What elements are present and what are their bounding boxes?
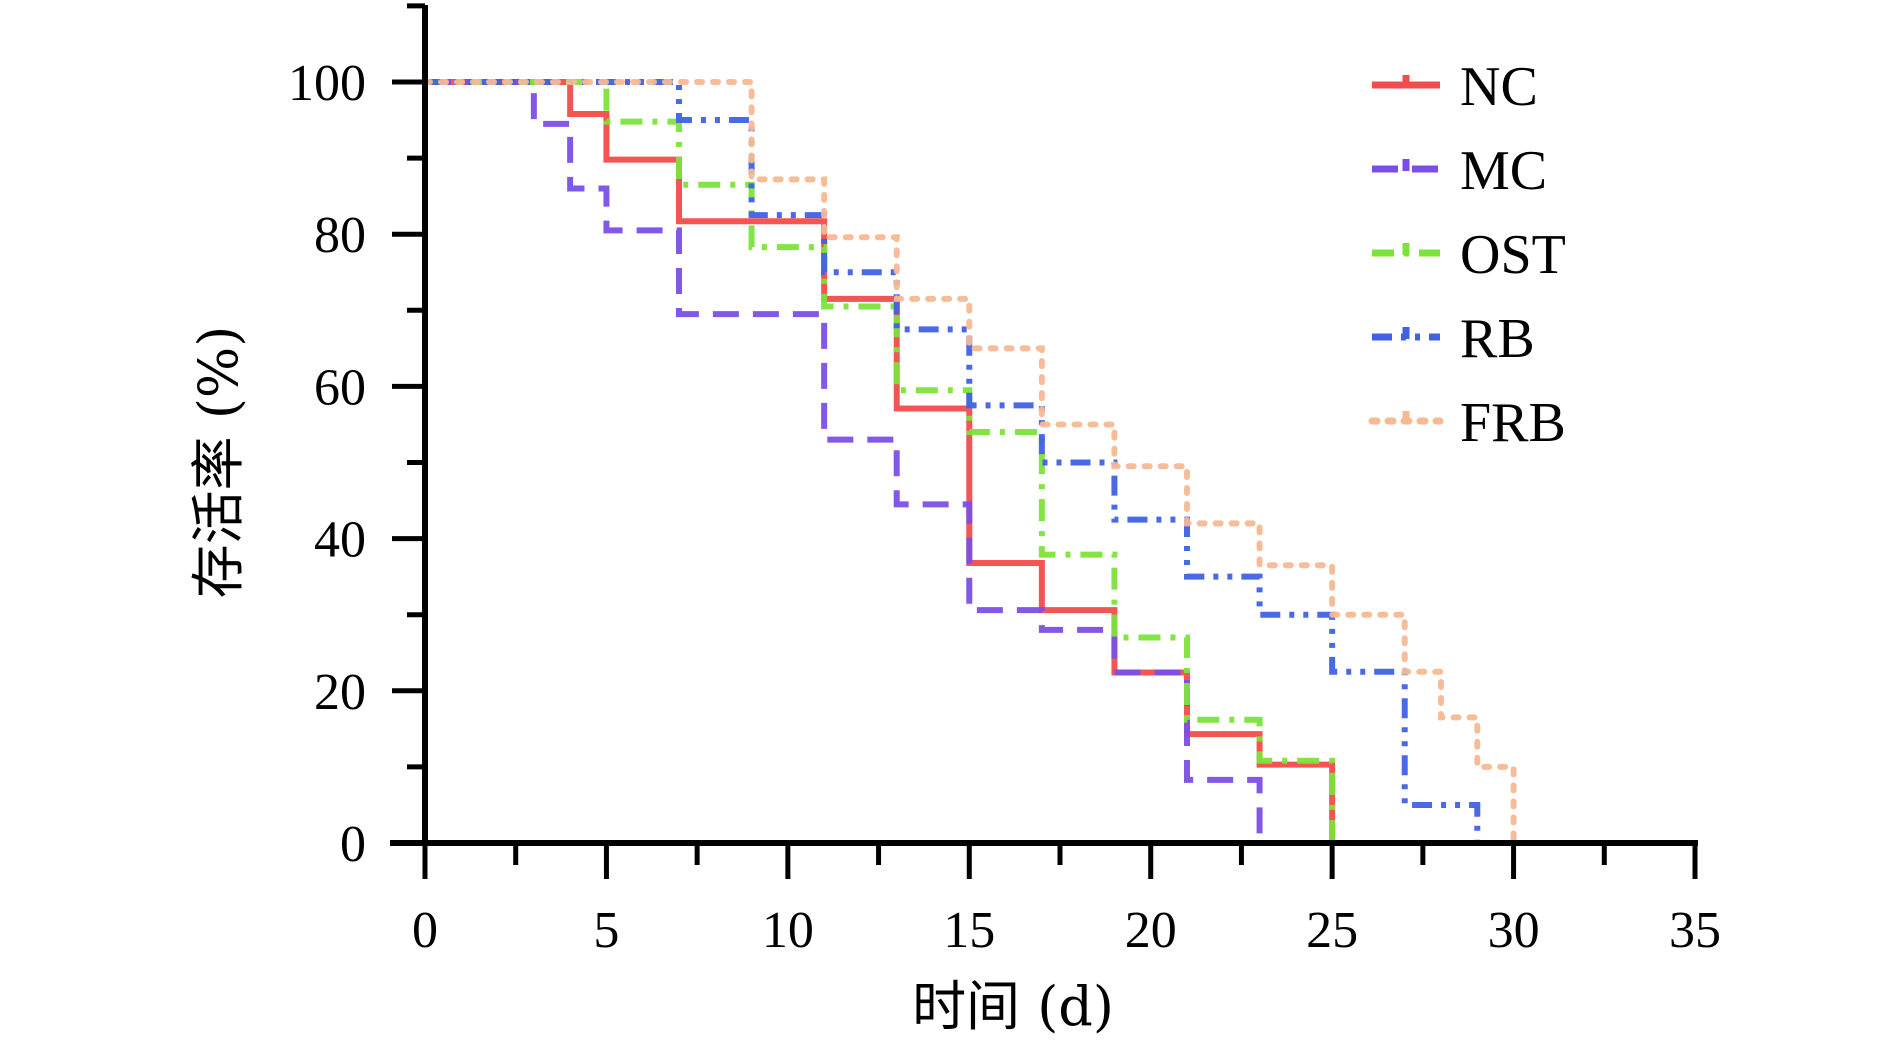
- legend-label-rb: RB: [1460, 308, 1535, 370]
- series-frb-line: [422, 79, 1517, 846]
- x-tick-label: 10: [762, 902, 814, 959]
- legend-item-nc: NC: [1372, 56, 1538, 118]
- legend: NC MC OST RB FRB: [1368, 56, 1566, 454]
- y-axis-title: 存活率 (%): [187, 326, 250, 599]
- legend-label-ost: OST: [1460, 224, 1566, 286]
- y-tick-label: 100: [288, 55, 366, 112]
- x-axis-title: 时间 (d): [912, 975, 1114, 1038]
- legend-item-mc: MC: [1372, 140, 1547, 202]
- legend-label-frb: FRB: [1460, 392, 1566, 454]
- series-rb-line: [425, 79, 1481, 843]
- y-tick-label: 20: [314, 664, 366, 721]
- y-tick-label: 0: [340, 816, 366, 873]
- y-tick-label: 60: [314, 359, 366, 416]
- legend-label-mc: MC: [1460, 140, 1547, 202]
- axes-layer: [390, 3, 1698, 879]
- series-nc-line: [425, 79, 1336, 843]
- legend-label-nc: NC: [1460, 56, 1538, 118]
- x-tick-label: 15: [943, 902, 995, 959]
- y-tick-label: 80: [314, 207, 366, 264]
- series-layer: [422, 79, 1517, 846]
- x-tick-label: 0: [412, 902, 438, 959]
- legend-item-ost: OST: [1372, 224, 1566, 286]
- x-tick-label: 25: [1306, 902, 1358, 959]
- x-tick-label: 20: [1125, 902, 1177, 959]
- labels-layer: 0 20 40 60 80 100 0 5 10 15 20 25 30 35: [288, 55, 1721, 959]
- legend-item-rb: RB: [1372, 308, 1535, 370]
- x-tick-label: 5: [593, 902, 619, 959]
- series-mc-line: [425, 79, 1263, 843]
- legend-item-frb: FRB: [1368, 392, 1566, 454]
- x-tick-label: 30: [1488, 902, 1540, 959]
- x-tick-label: 35: [1669, 902, 1721, 959]
- series-ost-line: [425, 79, 1336, 843]
- y-tick-label: 40: [314, 512, 366, 569]
